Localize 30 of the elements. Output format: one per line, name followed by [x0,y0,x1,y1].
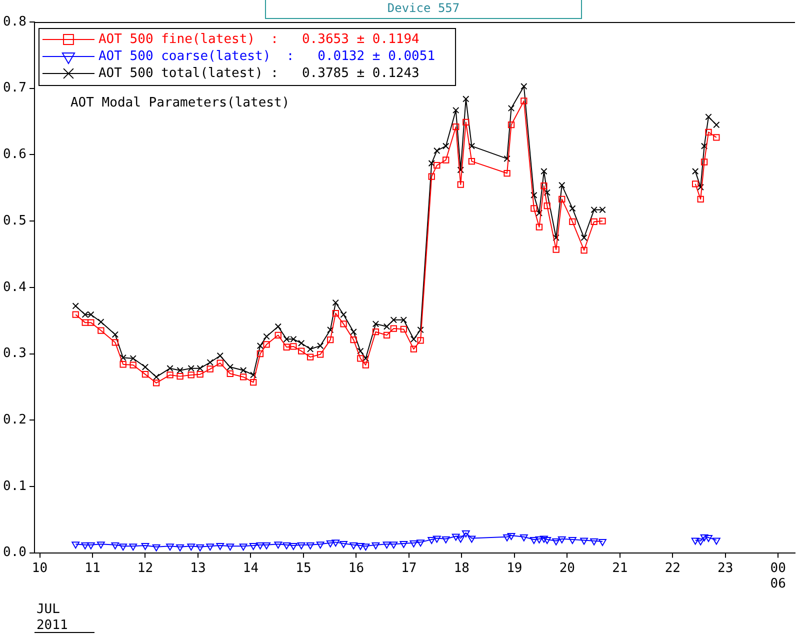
x-tick-label: 10 [32,560,48,576]
y-tick-label: 0.8 [2,14,26,30]
x-tick-label: 21 [612,560,628,576]
x-tick-label: 15 [296,560,312,576]
y-tick-label: 0.5 [2,213,26,228]
y-tick-label: 0.3 [2,346,26,362]
x-tick-label: 18 [454,560,470,576]
annotation: AOT Modal Parameters(latest) [70,95,290,110]
x-tick-label: 17 [401,560,417,576]
x-tick-label: 12 [137,560,154,576]
x-tick-label: 19 [506,560,522,576]
legend-label: AOT 500 coarse(latest) : 0.0132 ± 0.0051 [98,48,436,64]
x-tick-label: 22 [664,560,680,576]
x-tick-label: 20 [559,560,575,576]
x-tick-label: 14 [242,560,259,576]
y-tick-label: 0.7 [2,80,26,96]
y-tick-label: 0.6 [2,147,26,162]
y-tick-label: 0.1 [2,478,26,494]
x-tick-label: 23 [718,560,734,576]
x-tick-label: 16 [348,560,364,576]
y-tick-label: 0.0 [2,545,26,560]
y-tick-label: 0.2 [2,412,26,428]
x-tick-label: 13 [190,560,206,576]
x-tick-label: 00 06 [770,560,786,592]
legend-label: AOT 500 total(latest) : 0.3785 ± 0.1243 [98,66,420,81]
legend-label: AOT 500 fine(latest) : 0.3653 ± 0.1194 [98,32,420,47]
chart-title: Device 557 [265,0,582,19]
x-axis-title: JUL 2011 [36,602,68,633]
y-tick-label: 0.4 [2,280,27,295]
x-tick-label: 11 [84,560,100,576]
